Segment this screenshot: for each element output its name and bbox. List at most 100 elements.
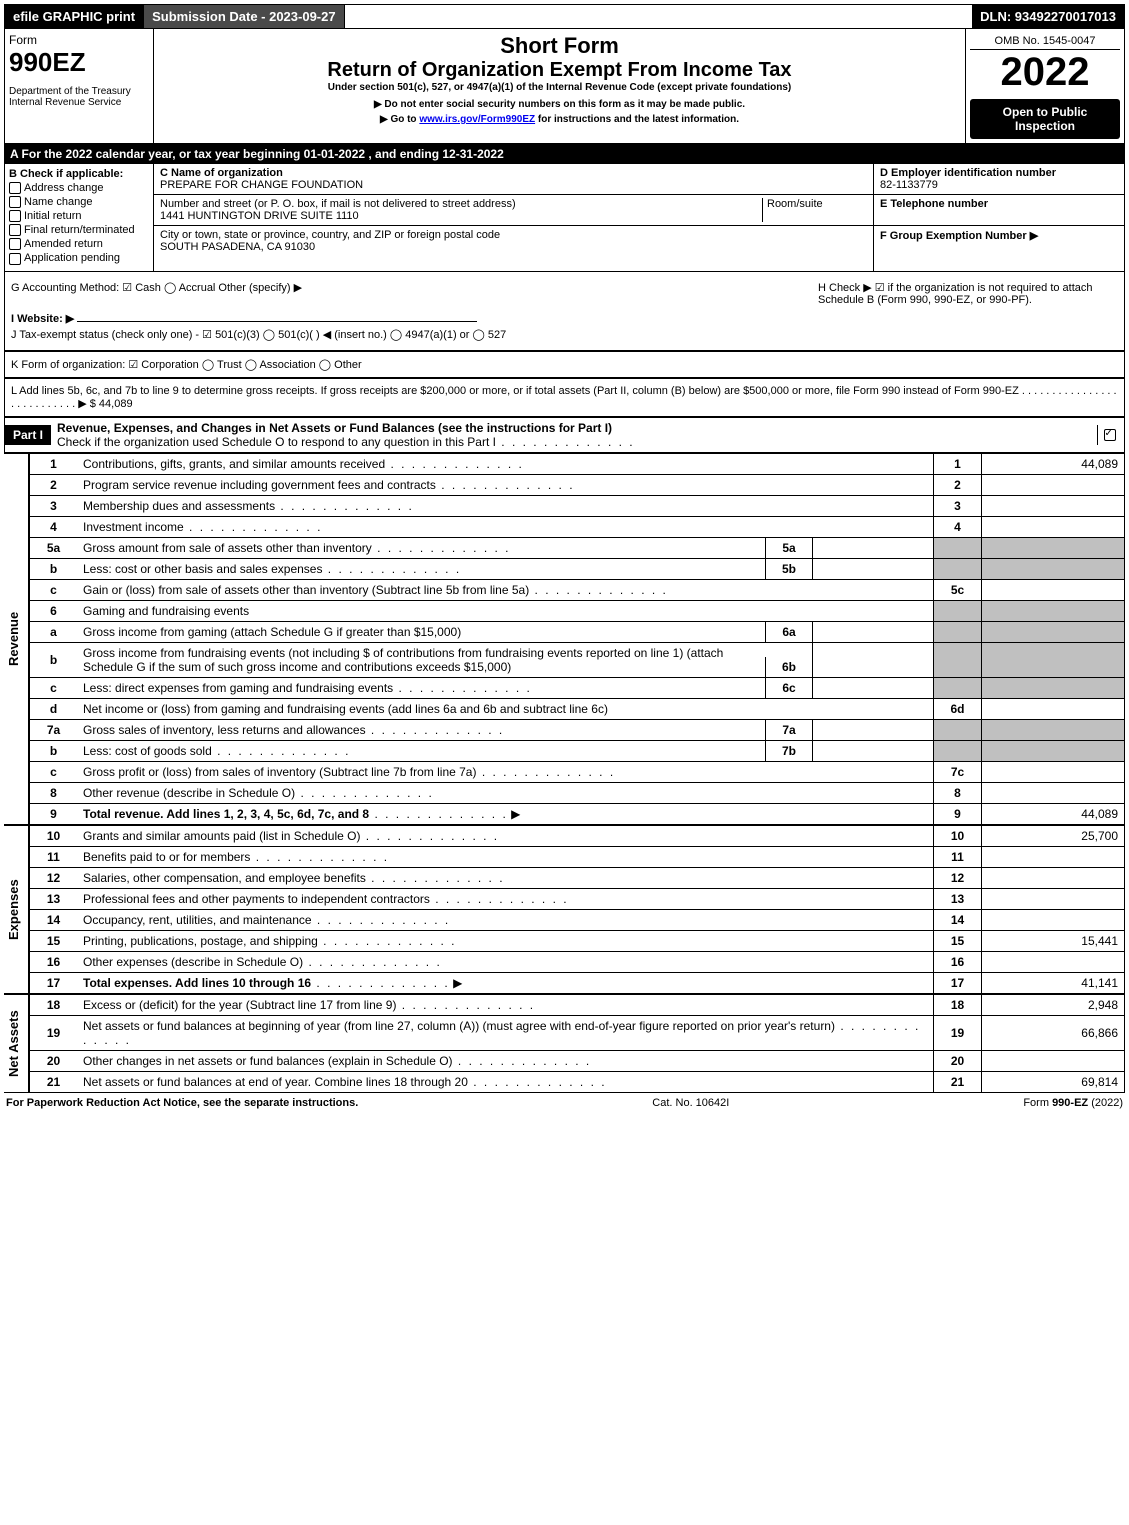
check-amended[interactable]: Amended return — [9, 238, 149, 250]
line-5a: 5aGross amount from sale of assets other… — [30, 537, 1125, 558]
line-12: 12Salaries, other compensation, and empl… — [30, 867, 1125, 888]
line-j: J Tax-exempt status (check only one) - ☑… — [11, 328, 1118, 341]
section-f: F Group Exemption Number ▶ — [874, 226, 1124, 245]
netassets-side-label: Net Assets — [4, 994, 29, 1093]
check-application-pending[interactable]: Application pending — [9, 252, 149, 264]
check-initial-return[interactable]: Initial return — [9, 210, 149, 222]
line-i: I Website: ▶ — [11, 312, 1118, 325]
section-def: D Employer identification number 82-1133… — [874, 164, 1124, 271]
dln-label: DLN: 93492270017013 — [972, 5, 1124, 28]
header-center: Short Form Return of Organization Exempt… — [154, 29, 966, 143]
bullet2: ▶ Go to www.irs.gov/Form990EZ for instru… — [158, 114, 961, 125]
city-label: City or town, state or province, country… — [160, 229, 500, 241]
line-13: 13Professional fees and other payments t… — [30, 888, 1125, 909]
section-b-label: B Check if applicable: — [9, 168, 149, 180]
subtitle: Under section 501(c), 527, or 4947(a)(1)… — [158, 82, 961, 93]
line-l: L Add lines 5b, 6c, and 7b to line 9 to … — [4, 378, 1125, 417]
form-header: Form 990EZ Department of the Treasury In… — [4, 29, 1125, 144]
footer-left: For Paperwork Reduction Act Notice, see … — [6, 1097, 358, 1109]
part1-header: Part I Revenue, Expenses, and Changes in… — [4, 417, 1125, 453]
line-6d: dNet income or (loss) from gaming and fu… — [30, 698, 1125, 719]
line-9: 9Total revenue. Add lines 1, 2, 3, 4, 5c… — [30, 803, 1125, 824]
line-g: G Accounting Method: ☑ Cash ◯ Accrual Ot… — [11, 281, 818, 306]
section-a: A For the 2022 calendar year, or tax yea… — [4, 144, 1125, 164]
line-8: 8Other revenue (describe in Schedule O)8 — [30, 782, 1125, 803]
room-label: Room/suite — [767, 198, 823, 210]
line-21: 21Net assets or fund balances at end of … — [30, 1071, 1125, 1092]
form-label: Form — [9, 33, 149, 47]
line-3: 3Membership dues and assessments3 — [30, 495, 1125, 516]
line-20: 20Other changes in net assets or fund ba… — [30, 1050, 1125, 1071]
e-label: E Telephone number — [880, 198, 988, 210]
section-b: B Check if applicable: Address change Na… — [5, 164, 154, 271]
netassets-section: Net Assets 18Excess or (deficit) for the… — [4, 994, 1125, 1093]
line-2: 2Program service revenue including gover… — [30, 474, 1125, 495]
expenses-section: Expenses 10Grants and similar amounts pa… — [4, 825, 1125, 994]
page-footer: For Paperwork Reduction Act Notice, see … — [4, 1093, 1125, 1113]
line-1: 1Contributions, gifts, grants, and simil… — [30, 453, 1125, 474]
line-7c: cGross profit or (loss) from sales of in… — [30, 761, 1125, 782]
line-11: 11Benefits paid to or for members11 — [30, 846, 1125, 867]
bullet1: ▶ Do not enter social security numbers o… — [158, 99, 961, 110]
line-7b: bLess: cost of goods sold7b — [30, 740, 1125, 761]
org-name-row: C Name of organization PREPARE FOR CHANG… — [154, 164, 873, 195]
line-19: 19Net assets or fund balances at beginni… — [30, 1015, 1125, 1050]
line-5b: bLess: cost or other basis and sales exp… — [30, 558, 1125, 579]
submission-date: Submission Date - 2023-09-27 — [144, 5, 345, 28]
section-e: E Telephone number — [874, 195, 1124, 226]
ein-value: 82-1133779 — [880, 179, 938, 191]
line-h: H Check ▶ ☑ if the organization is not r… — [818, 281, 1118, 306]
line-10: 10Grants and similar amounts paid (list … — [30, 825, 1125, 846]
city-val: SOUTH PASADENA, CA 91030 — [160, 241, 315, 253]
line-6b: bGross income from fundraising events (n… — [30, 642, 1125, 677]
section-c: C Name of organization PREPARE FOR CHANG… — [154, 164, 874, 271]
short-form-label: Short Form — [158, 33, 961, 59]
part1-desc: Revenue, Expenses, and Changes in Net As… — [51, 418, 1097, 452]
check-name-change[interactable]: Name change — [9, 196, 149, 208]
irs-label: Internal Revenue Service — [9, 97, 149, 108]
return-title: Return of Organization Exempt From Incom… — [158, 59, 961, 82]
expenses-side-label: Expenses — [4, 825, 29, 994]
check-final-return[interactable]: Final return/terminated — [9, 224, 149, 236]
revenue-side-label: Revenue — [4, 453, 29, 825]
header-left: Form 990EZ Department of the Treasury In… — [5, 29, 154, 143]
line-5c: cGain or (loss) from sale of assets othe… — [30, 579, 1125, 600]
street-row: Number and street (or P. O. box, if mail… — [154, 195, 873, 226]
section-d: D Employer identification number 82-1133… — [874, 164, 1124, 195]
line-4: 4Investment income4 — [30, 516, 1125, 537]
form-number: 990EZ — [9, 47, 149, 78]
bullet2-post: for instructions and the latest informat… — [535, 114, 739, 125]
tax-year: 2022 — [970, 50, 1120, 95]
open-inspection: Open to Public Inspection — [970, 99, 1120, 139]
part1-check[interactable] — [1097, 425, 1124, 445]
c-label: C Name of organization — [160, 167, 283, 179]
line-18: 18Excess or (deficit) for the year (Subt… — [30, 994, 1125, 1015]
f-label: F Group Exemption Number ▶ — [880, 230, 1038, 242]
info-grid: B Check if applicable: Address change Na… — [4, 164, 1125, 272]
bullet2-pre: ▶ Go to — [380, 114, 419, 125]
line-6: 6Gaming and fundraising events — [30, 600, 1125, 621]
line-17: 17Total expenses. Add lines 10 through 1… — [30, 972, 1125, 993]
omb-number: OMB No. 1545-0047 — [970, 33, 1120, 50]
irs-link[interactable]: www.irs.gov/Form990EZ — [419, 114, 535, 125]
top-bar: efile GRAPHIC print Submission Date - 20… — [4, 4, 1125, 29]
city-row: City or town, state or province, country… — [154, 226, 873, 256]
line-16: 16Other expenses (describe in Schedule O… — [30, 951, 1125, 972]
line-14: 14Occupancy, rent, utilities, and mainte… — [30, 909, 1125, 930]
footer-center: Cat. No. 10642I — [652, 1097, 729, 1109]
efile-label[interactable]: efile GRAPHIC print — [5, 5, 144, 28]
line-k: K Form of organization: ☑ Corporation ◯ … — [4, 351, 1125, 378]
header-right: OMB No. 1545-0047 2022 Open to Public In… — [966, 29, 1124, 143]
line-6a: aGross income from gaming (attach Schedu… — [30, 621, 1125, 642]
top-bar-spacer — [345, 5, 973, 28]
part1-label: Part I — [5, 425, 51, 445]
line-7a: 7aGross sales of inventory, less returns… — [30, 719, 1125, 740]
dept-label: Department of the Treasury — [9, 86, 149, 97]
revenue-section: Revenue 1Contributions, gifts, grants, a… — [4, 453, 1125, 825]
d-label: D Employer identification number — [880, 167, 1056, 179]
street-label: Number and street (or P. O. box, if mail… — [160, 198, 516, 210]
org-name: PREPARE FOR CHANGE FOUNDATION — [160, 179, 363, 191]
line-15: 15Printing, publications, postage, and s… — [30, 930, 1125, 951]
meta-block: G Accounting Method: ☑ Cash ◯ Accrual Ot… — [4, 272, 1125, 351]
check-address-change[interactable]: Address change — [9, 182, 149, 194]
